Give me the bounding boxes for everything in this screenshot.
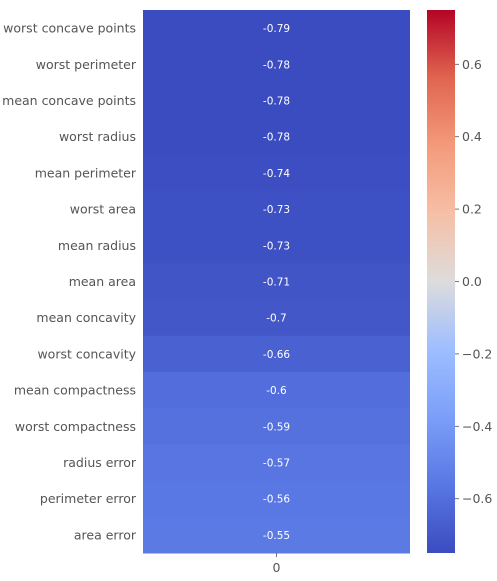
cell-value-label: -0.73: [263, 204, 290, 216]
heatmap-cell: [143, 154, 410, 192]
colorbar-tick-label: 0.6: [462, 57, 482, 72]
cell-value-label: -0.56: [263, 494, 290, 506]
colorbar-ticks: 0.6 0.4 0.2 0.0 −0.2 −0.4 −0.6: [455, 57, 492, 506]
heatmap-cell: [143, 82, 410, 120]
x-axis: 0: [273, 553, 281, 575]
heatmap-cell: [143, 10, 410, 47]
row-label: worst concave points: [3, 21, 136, 36]
colorbar: [427, 10, 455, 553]
heatmap-cell: [143, 372, 410, 409]
cell-value-label: -0.74: [263, 168, 290, 180]
cell-value-label: -0.78: [263, 132, 290, 144]
row-label: worst concavity: [37, 346, 136, 361]
row-label: worst area: [70, 202, 136, 217]
heatmap-cell: [143, 335, 410, 373]
cell-value-label: -0.6: [266, 385, 287, 397]
heatmap-cell: [143, 191, 410, 228]
row-label: worst compactness: [15, 419, 136, 434]
colorbar-tick-label: 0.2: [462, 202, 482, 217]
colorbar-tick-label: −0.4: [462, 419, 492, 434]
row-label: mean area: [69, 274, 136, 289]
heatmap-cell: [143, 46, 410, 83]
cell-value-label: -0.79: [263, 23, 290, 35]
heatmap-cell: [143, 118, 410, 156]
heatmap-cell: [143, 263, 410, 301]
cell-value-label: -0.66: [263, 349, 290, 361]
cell-value-label: -0.78: [263, 59, 290, 71]
cell-value-label: -0.57: [263, 458, 290, 470]
cell-value-label: -0.73: [263, 240, 290, 252]
heatmap-cells: [143, 10, 410, 554]
colorbar-tick-label: −0.6: [462, 491, 492, 506]
x-tick-label: 0: [273, 560, 281, 575]
cell-value-label: -0.59: [263, 421, 290, 433]
row-label: mean compactness: [14, 383, 136, 398]
row-label: worst perimeter: [36, 57, 137, 72]
cell-value-labels: -0.79 -0.78 -0.78 -0.78 -0.74 -0.73 -0.73 -0.71…: [263, 23, 290, 542]
heatmap-cell: [143, 299, 410, 337]
colorbar-gradient: [427, 10, 455, 553]
heatmap-cell: [143, 516, 410, 554]
colorbar-tick-label: 0.0: [462, 274, 482, 289]
colorbar-tick-label: −0.2: [462, 346, 492, 361]
cell-value-label: -0.78: [263, 96, 290, 108]
heatmap-cell: [143, 444, 410, 482]
cell-value-label: -0.71: [263, 277, 290, 289]
heatmap-cell: [143, 480, 410, 518]
cell-value-label: -0.7: [266, 313, 287, 325]
row-labels: worst concave points worst perimeter mean …: [2, 21, 137, 543]
row-label: radius error: [63, 455, 137, 470]
row-label: worst radius: [59, 129, 136, 144]
heatmap-cell: [143, 408, 410, 445]
row-label: area error: [74, 527, 137, 542]
row-label: mean concavity: [36, 310, 136, 325]
cell-value-label: -0.55: [263, 530, 290, 542]
row-label: mean concave points: [2, 93, 136, 108]
heatmap-cell: [143, 227, 410, 264]
row-label: perimeter error: [40, 491, 137, 506]
row-label: mean perimeter: [35, 165, 137, 180]
colorbar-tick-label: 0.4: [462, 129, 482, 144]
row-label: mean radius: [58, 238, 136, 253]
